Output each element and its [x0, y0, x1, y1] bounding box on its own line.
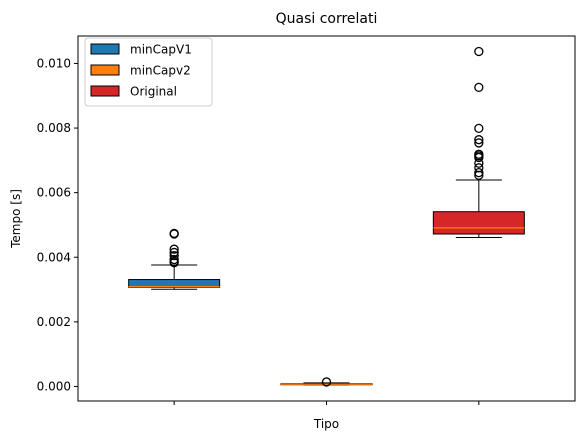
box-original: [432, 46, 525, 239]
outlier-point: [169, 254, 179, 265]
legend-swatch: [90, 85, 120, 97]
outlier-point: [169, 250, 179, 261]
y-tick-label: 0.008: [37, 121, 71, 135]
outlier-point: [169, 247, 179, 258]
outlier-point: [474, 123, 484, 134]
outlier-point: [169, 244, 179, 254]
legend-label: minCapv2: [130, 64, 191, 78]
x-axis: [173, 401, 480, 405]
box-body: [432, 211, 525, 235]
legend-swatch: [90, 43, 120, 55]
legend-label: Original: [130, 85, 177, 99]
legend-label: minCapV1: [130, 43, 192, 57]
axes-frame: [77, 35, 576, 402]
y-tick-label: 0.002: [37, 315, 71, 329]
y-tick-label: 0.000: [37, 379, 71, 393]
y-tick-label: 0.010: [37, 56, 71, 70]
y-tick-label: 0.006: [37, 186, 71, 200]
box-body: [128, 279, 221, 288]
outlier-point: [474, 46, 484, 57]
outlier-point: [321, 377, 332, 387]
box-mincapv2: [280, 377, 373, 387]
y-tick-label: 0.004: [37, 250, 71, 264]
outlier-point: [474, 167, 484, 178]
outlier-point: [474, 149, 484, 159]
y-axis: 0.000 0.002 0.004 0.006 0.008 0.010: [37, 56, 78, 393]
outlier-point: [474, 163, 484, 173]
outlier-point: [169, 228, 179, 239]
x-axis-label: Tipo: [313, 417, 339, 431]
legend: minCapV1 minCapv2 Original: [84, 37, 213, 107]
plot-area: [128, 46, 525, 387]
outlier-point: [474, 82, 484, 93]
outlier-point: [474, 135, 484, 145]
y-axis-label: Tempo [s]: [9, 189, 23, 249]
box-mincapv1: [128, 228, 221, 290]
chart-title: Quasi correlati: [276, 11, 378, 27]
outlier-point: [474, 138, 484, 148]
legend-swatch: [90, 64, 120, 76]
